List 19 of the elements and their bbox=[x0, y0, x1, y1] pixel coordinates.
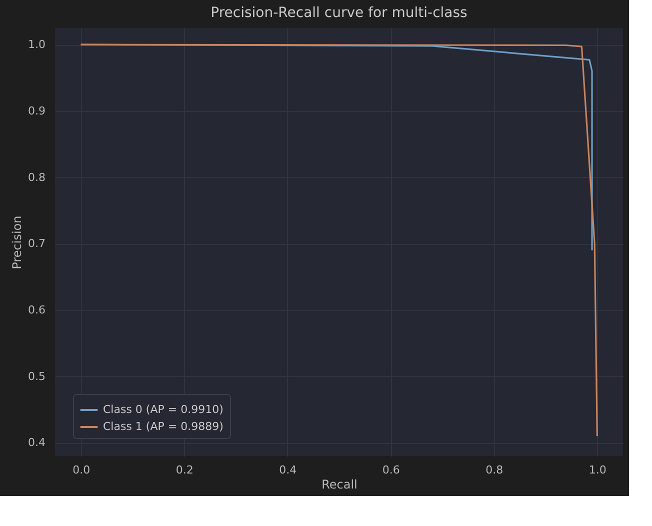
y-tick-label: 0.4 bbox=[28, 436, 46, 450]
x-tick-label: 0.6 bbox=[382, 464, 400, 476]
y-tick-label: 0.9 bbox=[28, 104, 46, 118]
x-tick-label: 0.0 bbox=[72, 464, 90, 476]
x-axis-title: Recall bbox=[322, 478, 358, 492]
x-tick-label: 0.2 bbox=[176, 464, 194, 476]
y-tick-label: 0.7 bbox=[28, 237, 46, 250]
legend-label: Class 1 (AP = 0.9889) bbox=[103, 420, 224, 433]
legend-label: Class 0 (AP = 0.9910) bbox=[103, 403, 224, 416]
chart-title: Precision-Recall curve for multi-class bbox=[210, 5, 468, 21]
line-series bbox=[80, 44, 598, 437]
x-tick-label: 0.4 bbox=[279, 464, 297, 476]
y-axis-title: Precision bbox=[10, 216, 24, 270]
x-tick-label: 1.0 bbox=[588, 464, 606, 476]
y-tick-label: 0.6 bbox=[28, 304, 46, 317]
y-tick-label: 1.0 bbox=[28, 38, 46, 52]
y-tick-label: 0.5 bbox=[28, 370, 46, 383]
y-tick-label: 0.8 bbox=[28, 170, 46, 184]
x-tick-label: 0.8 bbox=[486, 464, 504, 476]
